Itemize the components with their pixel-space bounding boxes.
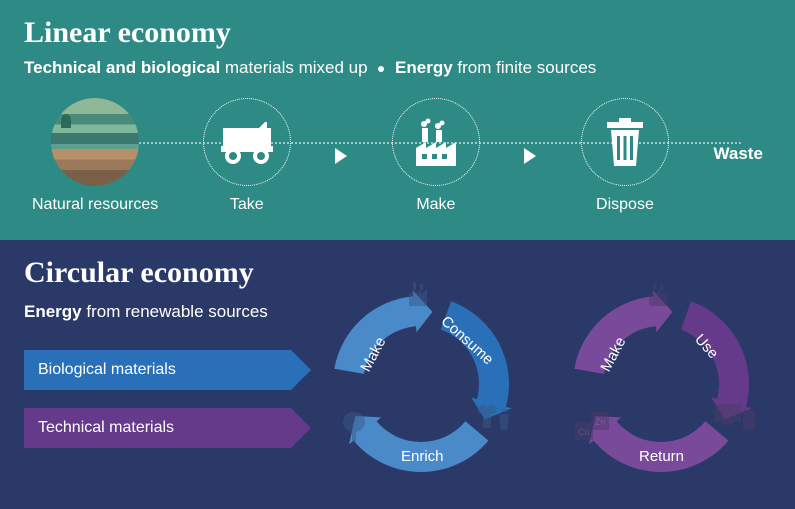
biological-cycle: Make Consume Enrich bbox=[311, 284, 531, 484]
step-make: Make bbox=[392, 98, 480, 214]
waste-label: Waste bbox=[713, 144, 762, 164]
factory-small-icon bbox=[647, 282, 675, 306]
elements-icon: Cu Zn bbox=[575, 412, 611, 442]
circular-economy-panel: Circular economy Energy from renewable s… bbox=[0, 240, 795, 509]
factory-small-icon bbox=[407, 282, 435, 306]
trash-icon bbox=[603, 116, 647, 168]
devices-icon bbox=[715, 402, 755, 432]
arc-label-return: Return bbox=[639, 448, 684, 465]
truck-icon-circle bbox=[203, 98, 291, 186]
subtitle-bold: Energy bbox=[395, 58, 453, 77]
banner-label: Biological materials bbox=[38, 361, 176, 379]
circular-content: Energy from renewable sources Biological… bbox=[24, 302, 771, 484]
arrow-icon bbox=[335, 148, 347, 164]
linear-subtitle: Technical and biological materials mixed… bbox=[24, 58, 771, 78]
truck-icon bbox=[217, 120, 277, 164]
banner-label: Technical materials bbox=[38, 419, 174, 437]
linear-title: Linear economy bbox=[24, 16, 771, 50]
bio-materials-banner: Biological materials bbox=[24, 350, 291, 390]
technical-cycle: Make Use Return CuZn bbox=[551, 284, 771, 484]
linear-flow: Natural resources Take bbox=[24, 98, 771, 214]
subtitle-text: from renewable sources bbox=[82, 302, 268, 321]
shirt-cup-icon bbox=[475, 404, 511, 432]
circular-subtitle: Energy from renewable sources bbox=[24, 302, 291, 322]
bullet-separator bbox=[378, 66, 384, 72]
tree-small-icon bbox=[341, 412, 367, 442]
step-label: Make bbox=[416, 196, 455, 214]
subtitle-bold: Technical and biological bbox=[24, 58, 220, 77]
step-label: Take bbox=[230, 196, 264, 214]
arrow-icon bbox=[524, 148, 536, 164]
arc-label-enrich: Enrich bbox=[401, 448, 444, 465]
factory-icon-circle bbox=[392, 98, 480, 186]
trash-icon-circle bbox=[581, 98, 669, 186]
subtitle-bold: Energy bbox=[24, 302, 82, 321]
step-label: Dispose bbox=[596, 196, 654, 214]
subtitle-text: materials mixed up bbox=[220, 58, 367, 77]
step-label: Natural resources bbox=[32, 196, 158, 214]
tech-materials-banner: Technical materials bbox=[24, 408, 291, 448]
factory-icon bbox=[408, 118, 464, 166]
globe-icon bbox=[51, 98, 139, 186]
step-take: Take bbox=[203, 98, 291, 214]
svg-text:Zn: Zn bbox=[595, 417, 606, 427]
circular-left-column: Energy from renewable sources Biological… bbox=[24, 302, 291, 484]
svg-text:Cu: Cu bbox=[578, 427, 590, 437]
step-dispose: Dispose bbox=[581, 98, 669, 214]
step-natural-resources: Natural resources bbox=[32, 98, 158, 214]
subtitle-text: from finite sources bbox=[453, 58, 597, 77]
linear-economy-panel: Linear economy Technical and biological … bbox=[0, 0, 795, 240]
